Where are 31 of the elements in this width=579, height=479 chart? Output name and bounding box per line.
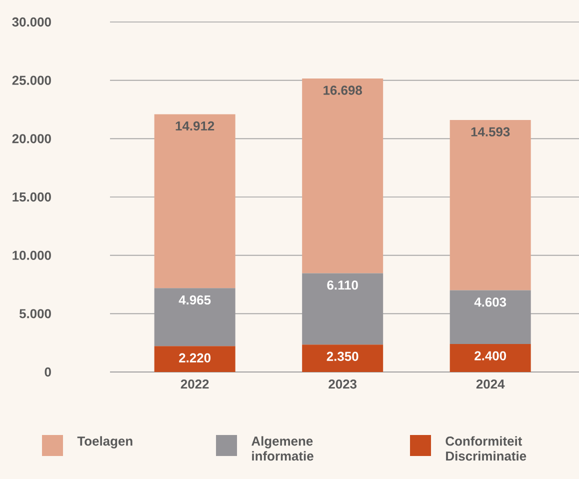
data-label: 2.220 xyxy=(179,353,210,362)
bar xyxy=(450,290,531,344)
x-tick-label: 2022 xyxy=(180,380,209,389)
y-tick-label: 0 xyxy=(44,367,51,377)
y-tick-label: 30.000 xyxy=(12,17,51,27)
bar xyxy=(154,288,236,346)
bar xyxy=(302,78,384,274)
y-tick-label: 15.000 xyxy=(12,192,51,202)
bar xyxy=(302,273,384,345)
legend-label: Toelagen xyxy=(77,436,132,448)
data-label: 4.603 xyxy=(474,297,506,307)
data-label: 2.400 xyxy=(474,351,506,360)
bar xyxy=(154,346,236,372)
bar xyxy=(154,114,236,288)
data-label: 4.965 xyxy=(178,295,211,305)
data-label: 6.110 xyxy=(327,280,358,290)
legend-label: Conformiteit Discriminatie xyxy=(446,436,526,461)
y-tick-label: 5.000 xyxy=(19,309,51,318)
data-label: 2.350 xyxy=(326,352,358,361)
legend-label: Algemene informatie xyxy=(252,436,314,461)
bar xyxy=(302,344,384,372)
data-label: 16.698 xyxy=(324,86,362,95)
y-tick-label: 25.000 xyxy=(12,76,51,85)
y-tick-label: 10.000 xyxy=(12,250,51,260)
data-label: 14.912 xyxy=(176,121,214,131)
bar xyxy=(450,120,531,290)
y-tick-label: 20.000 xyxy=(12,134,51,144)
x-tick-label: 2024 xyxy=(476,380,505,389)
data-label: 14.593 xyxy=(471,127,510,136)
x-tick-label: 2023 xyxy=(328,380,357,389)
bar xyxy=(450,344,531,372)
